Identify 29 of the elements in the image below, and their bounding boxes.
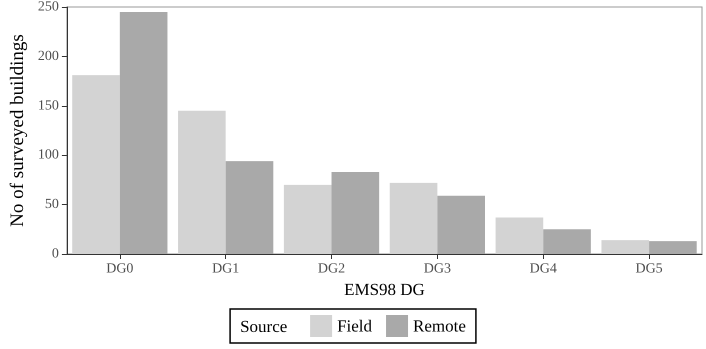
bar (601, 240, 650, 254)
bar (437, 196, 486, 254)
y-tick-label: 50 (44, 197, 59, 212)
bar (332, 172, 380, 254)
y-tick-label: 250 (38, 0, 59, 14)
bar (543, 229, 591, 254)
bar (120, 12, 168, 254)
bar (284, 184, 332, 254)
y-tick-label: 100 (38, 148, 59, 163)
x-tick-label: DG5 (635, 262, 663, 276)
y-tick-label: 0 (52, 246, 59, 262)
bar (649, 241, 697, 254)
x-tick-label: DG0 (106, 262, 134, 276)
y-axis-title: No of surveyed buildings (7, 34, 28, 227)
x-tick-label: DG2 (318, 262, 346, 276)
x-axis-title: EMS98 DG (344, 280, 425, 299)
legend-title: Source (240, 317, 288, 336)
bar (226, 161, 274, 254)
legend-label: Field (337, 316, 373, 336)
x-tick-label: DG4 (530, 262, 557, 276)
x-tick-label: DG1 (212, 262, 240, 276)
bar (496, 217, 544, 254)
x-tick-label: DG3 (424, 262, 451, 276)
y-tick-label: 200 (38, 48, 59, 64)
bar (72, 75, 120, 254)
bar (390, 182, 438, 254)
bar (178, 110, 226, 254)
legend-label: Remote (413, 316, 466, 336)
y-tick-label: 150 (38, 98, 59, 114)
